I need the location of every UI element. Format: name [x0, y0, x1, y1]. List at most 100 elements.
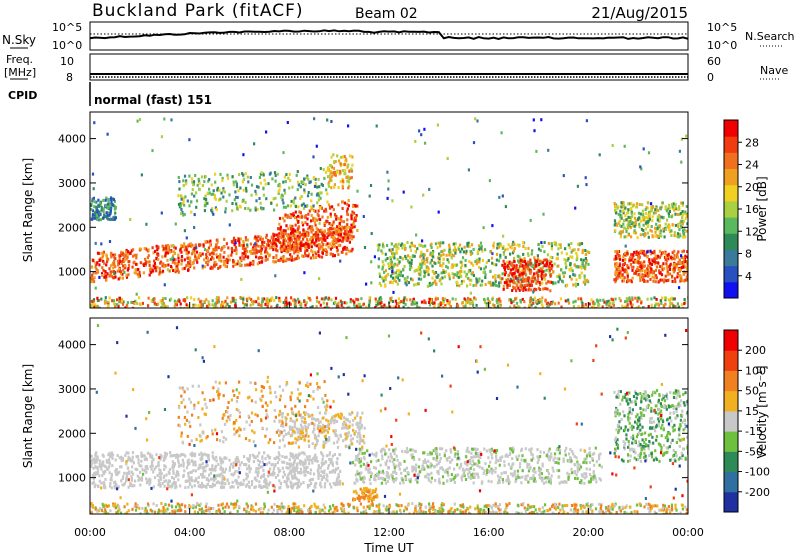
- power-echo-cell: [475, 284, 477, 287]
- power-echo-cell: [188, 175, 190, 178]
- velocity-echo-cell: [284, 473, 286, 476]
- power-echo-cell: [110, 273, 112, 276]
- power-echo-cell: [191, 177, 193, 180]
- power-echo-cell: [513, 243, 515, 246]
- cpid-label: CPID: [8, 89, 37, 102]
- power-echo-cell: [255, 255, 257, 258]
- power-panel-background: [90, 112, 688, 308]
- power-echo-cell: [224, 300, 226, 303]
- power-echo-cell: [178, 260, 180, 263]
- power-echo-cell: [332, 240, 334, 243]
- velocity-echo-cell: [200, 452, 202, 455]
- velocity-echo-cell: [332, 462, 334, 465]
- velocity-echo-cell: [239, 464, 241, 467]
- power-echo-cell: [227, 177, 229, 180]
- power-echo-cell: [226, 261, 228, 264]
- power-echo-cell: [485, 266, 487, 269]
- velocity-echo-cell: [299, 460, 301, 463]
- power-echo-cell: [472, 271, 474, 274]
- power-echo-cell: [188, 138, 190, 141]
- power-echo-cell: [423, 275, 425, 278]
- power-echo-cell: [191, 193, 193, 196]
- power-echo-cell: [333, 160, 335, 163]
- power-echo-cell: [239, 262, 241, 265]
- power-echo-cell: [540, 241, 542, 244]
- power-echo-cell: [254, 235, 256, 238]
- power-echo-cell: [230, 301, 232, 304]
- power-echo-cell: [647, 224, 649, 227]
- velocity-echo-cell: [293, 470, 295, 473]
- power-echo-cell: [291, 259, 293, 262]
- power-echo-cell: [266, 234, 268, 237]
- velocity-echo-cell: [126, 475, 128, 478]
- power-echo-cell: [162, 262, 164, 265]
- power-echo-cell: [662, 228, 664, 231]
- power-echo-cell: [144, 258, 146, 261]
- freq-label-2: [MHz]: [4, 66, 36, 79]
- power-echo-cell: [414, 140, 416, 143]
- velocity-echo-cell: [266, 463, 268, 466]
- power-echo-cell: [474, 117, 476, 120]
- velocity-echo-cell: [238, 476, 240, 479]
- power-echo-cell: [292, 234, 294, 237]
- power-echo-cell: [453, 254, 455, 257]
- power-echo-cell: [416, 247, 418, 250]
- freq-panel-frame: [90, 54, 688, 80]
- velocity-echo-cell: [201, 476, 203, 479]
- power-echo-cell: [96, 261, 98, 264]
- velocity-echo-cell: [175, 454, 177, 457]
- power-echo-cell: [255, 193, 257, 196]
- power-echo-cell: [259, 238, 261, 241]
- power-echo-cell: [231, 202, 233, 205]
- power-echo-cell: [685, 217, 687, 220]
- power-echo-cell: [261, 171, 263, 174]
- power-echo-cell: [535, 150, 537, 153]
- power-echo-cell: [643, 219, 645, 222]
- power-echo-cell: [302, 238, 304, 241]
- power-echo-cell: [107, 218, 109, 221]
- power-echo-cell: [677, 272, 679, 275]
- velocity-echo-cell: [212, 483, 214, 486]
- power-echo-cell: [170, 258, 172, 261]
- power-echo-cell: [568, 302, 570, 305]
- power-echo-cell: [642, 229, 644, 232]
- power-echo-cell: [682, 210, 684, 213]
- power-echo-cell: [187, 261, 189, 264]
- power-echo-cell: [219, 173, 221, 176]
- velocity-echo-cell: [258, 452, 260, 455]
- power-echo-cell: [614, 229, 616, 232]
- velocity-echo-cell: [336, 457, 338, 460]
- power-echo-cell: [513, 304, 515, 307]
- power-echo-cell: [264, 179, 266, 182]
- power-echo-cell: [443, 258, 445, 261]
- power-echo-cell: [445, 270, 447, 273]
- power-echo-cell: [403, 265, 405, 268]
- power-echo-cell: [326, 302, 328, 305]
- power-echo-cell: [226, 174, 228, 177]
- power-echo-cell: [625, 230, 627, 233]
- power-echo-cell: [265, 259, 267, 262]
- power-echo-cell: [654, 231, 656, 234]
- power-echo-cell: [120, 270, 122, 273]
- power-echo-cell: [504, 248, 506, 251]
- power-echo-cell: [330, 224, 332, 227]
- power-echo-cell: [392, 277, 394, 280]
- power-echo-cell: [547, 302, 549, 305]
- power-echo-cell: [484, 248, 486, 251]
- power-echo-cell: [246, 298, 248, 301]
- power-echo-cell: [338, 186, 340, 189]
- power-echo-cell: [402, 269, 404, 272]
- power-echo-cell: [306, 223, 308, 226]
- power-echo-cell: [383, 304, 385, 307]
- power-echo-cell: [584, 278, 586, 281]
- power-echo-cell: [637, 257, 639, 260]
- power-echo-cell: [344, 169, 346, 172]
- power-echo-cell: [316, 227, 318, 230]
- power-echo-cell: [97, 209, 99, 212]
- velocity-echo-cell: [290, 470, 292, 473]
- power-echo-cell: [454, 246, 456, 249]
- power-echo-cell: [535, 282, 537, 285]
- velocity-echo-cell: [235, 470, 237, 473]
- power-echo-cell: [298, 184, 300, 187]
- power-echo-cell: [502, 247, 504, 250]
